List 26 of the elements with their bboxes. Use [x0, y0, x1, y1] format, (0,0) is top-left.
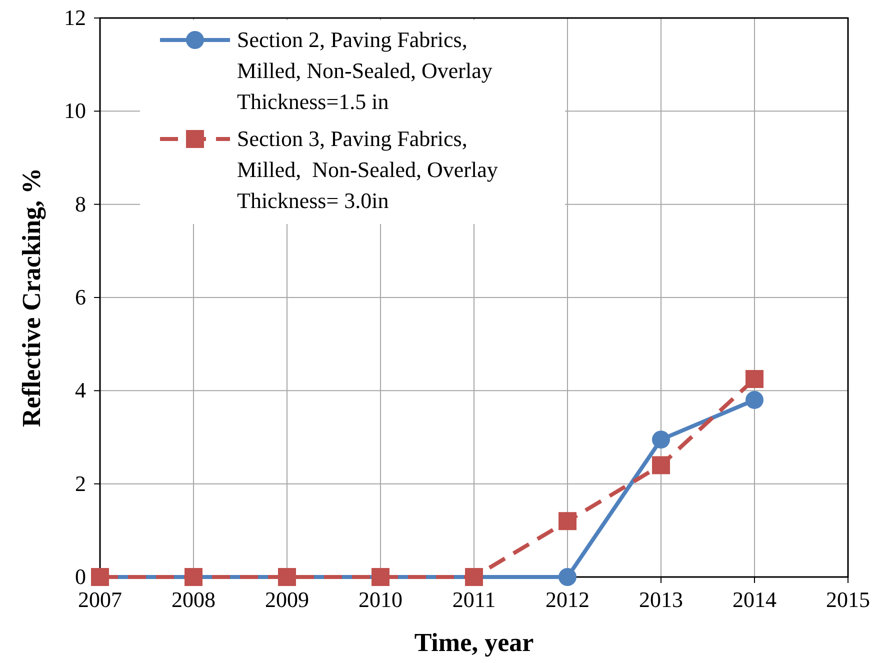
point — [652, 456, 670, 474]
legend-label: Section 2, Paving Fabrics, Milled, Non-Sealed, Overlay Thickness=1.5 in — [237, 27, 492, 114]
x-tick-label: 2011 — [452, 587, 496, 612]
point — [558, 568, 576, 586]
point — [746, 390, 764, 409]
point — [746, 370, 764, 388]
x-tick-label: 2013 — [639, 587, 683, 612]
y-tick-label: 12 — [64, 5, 86, 30]
x-tick-label: 2012 — [546, 587, 590, 612]
y-tick-label: 6 — [75, 284, 86, 310]
point — [558, 512, 576, 530]
y-tick-label: 8 — [75, 191, 86, 216]
y-tick-label: 0 — [75, 564, 86, 589]
x-tick-label: 2014 — [732, 587, 776, 612]
x-tick-label: 2009 — [265, 587, 309, 612]
y-tick-label: 10 — [64, 98, 86, 124]
x-tick-label: 2007 — [78, 587, 122, 612]
x-axis-title: Time, year — [414, 628, 534, 657]
y-tick-label: 2 — [75, 470, 86, 496]
legend-label: Section 3, Paving Fabrics, Milled, Non-Sealed, Overlay Thickness= 3.0in — [237, 126, 498, 213]
y-tick-label: 4 — [75, 378, 86, 403]
x-tick-label: 2010 — [358, 587, 402, 612]
point — [652, 430, 670, 449]
x-tick-label: 2015 — [826, 587, 870, 612]
x-tick-label: 2008 — [172, 587, 216, 612]
y-axis-title: Reflective Cracking, % — [17, 168, 46, 428]
